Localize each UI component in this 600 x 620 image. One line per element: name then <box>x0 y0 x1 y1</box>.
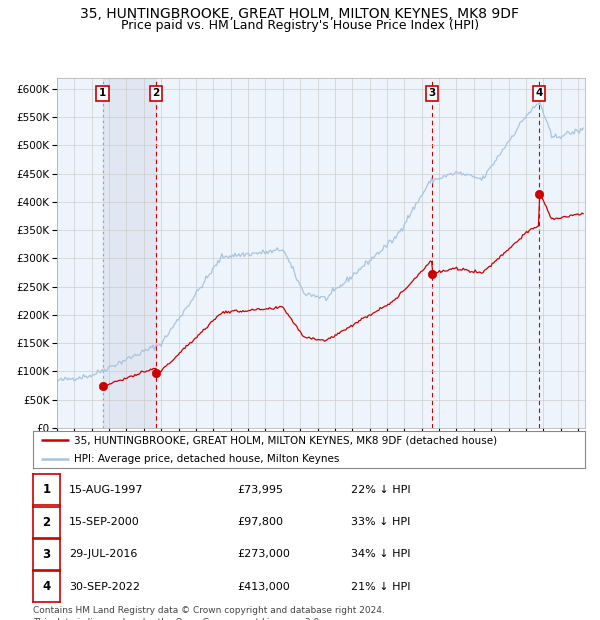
Text: 2: 2 <box>152 88 160 98</box>
Text: 33% ↓ HPI: 33% ↓ HPI <box>351 517 410 527</box>
Text: 34% ↓ HPI: 34% ↓ HPI <box>351 549 410 559</box>
Text: 30-SEP-2022: 30-SEP-2022 <box>69 582 140 591</box>
Text: 15-SEP-2000: 15-SEP-2000 <box>69 517 140 527</box>
Text: HPI: Average price, detached house, Milton Keynes: HPI: Average price, detached house, Milt… <box>74 454 340 464</box>
Bar <box>103 78 156 428</box>
Text: £73,995: £73,995 <box>237 485 283 495</box>
Text: 1: 1 <box>43 484 50 496</box>
Text: £413,000: £413,000 <box>237 582 290 591</box>
Text: Price paid vs. HM Land Registry's House Price Index (HPI): Price paid vs. HM Land Registry's House … <box>121 19 479 32</box>
Text: 29-JUL-2016: 29-JUL-2016 <box>69 549 137 559</box>
Text: 35, HUNTINGBROOKE, GREAT HOLM, MILTON KEYNES, MK8 9DF (detached house): 35, HUNTINGBROOKE, GREAT HOLM, MILTON KE… <box>74 435 497 445</box>
Text: Contains HM Land Registry data © Crown copyright and database right 2024.
This d: Contains HM Land Registry data © Crown c… <box>33 606 385 620</box>
Text: 4: 4 <box>535 88 542 98</box>
Text: 22% ↓ HPI: 22% ↓ HPI <box>351 485 410 495</box>
Text: 4: 4 <box>43 580 50 593</box>
Text: 1: 1 <box>99 88 106 98</box>
Text: 35, HUNTINGBROOKE, GREAT HOLM, MILTON KEYNES, MK8 9DF: 35, HUNTINGBROOKE, GREAT HOLM, MILTON KE… <box>80 7 520 22</box>
Text: 21% ↓ HPI: 21% ↓ HPI <box>351 582 410 591</box>
Text: 3: 3 <box>43 548 50 560</box>
Text: £273,000: £273,000 <box>237 549 290 559</box>
Text: 2: 2 <box>43 516 50 528</box>
Text: £97,800: £97,800 <box>237 517 283 527</box>
Text: 3: 3 <box>428 88 436 98</box>
Text: 15-AUG-1997: 15-AUG-1997 <box>69 485 143 495</box>
